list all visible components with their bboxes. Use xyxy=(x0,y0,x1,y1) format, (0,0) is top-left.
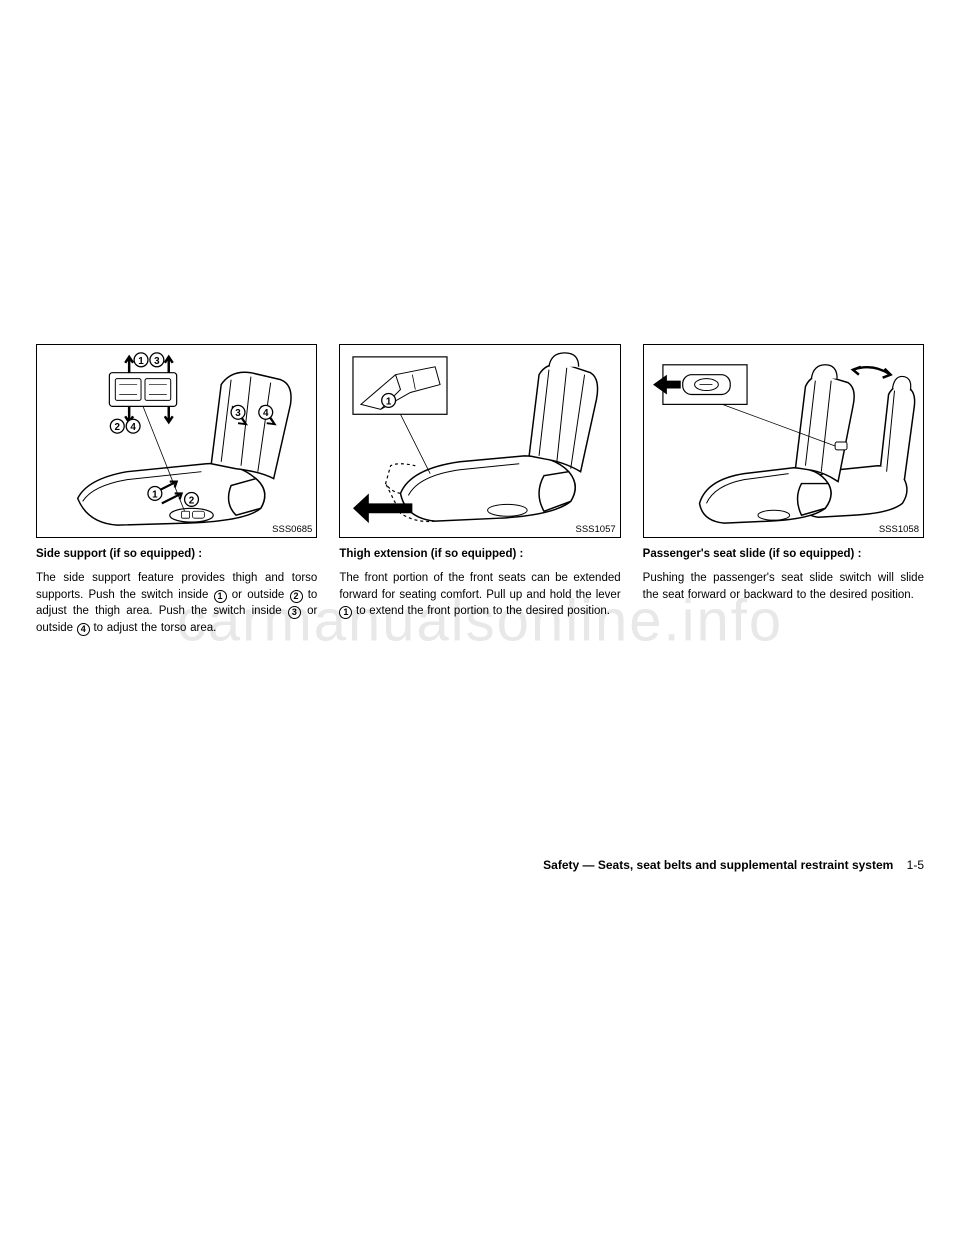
svg-text:2: 2 xyxy=(115,422,121,433)
column-1: 1 3 2 4 1 2 3 4 SSS0685 Side support (if… xyxy=(36,344,317,637)
figure-id-1: SSS0685 xyxy=(272,524,312,535)
circled-number: 3 xyxy=(288,606,301,619)
circled-number: 1 xyxy=(214,590,227,603)
seat-diagram-icon xyxy=(644,345,923,537)
circled-number: 1 xyxy=(339,606,352,619)
heading-3: Passenger's seat slide (if so equipped) … xyxy=(643,548,924,560)
figure-seat-slide: SSS1058 xyxy=(643,344,924,538)
svg-text:4: 4 xyxy=(263,408,269,419)
circled-number: 2 xyxy=(290,590,303,603)
body-2: The front portion of the front seats can… xyxy=(339,570,620,620)
body-3: Pushing the passenger's seat slide switc… xyxy=(643,570,924,603)
svg-text:3: 3 xyxy=(235,408,241,419)
svg-text:4: 4 xyxy=(130,422,136,433)
figure-thigh-extension: 1 SSS1057 xyxy=(339,344,620,538)
footer-section: Safety — Seats, seat belts and supplemen… xyxy=(543,858,893,872)
svg-text:2: 2 xyxy=(189,495,195,506)
body-1: The side support feature provides thigh … xyxy=(36,570,317,637)
heading-2: Thigh extension (if so equipped) : xyxy=(339,548,620,560)
svg-text:1: 1 xyxy=(386,396,392,407)
content-row: 1 3 2 4 1 2 3 4 SSS0685 Side support (if… xyxy=(36,344,924,637)
footer-page: 1-5 xyxy=(907,858,924,872)
figure-id-3: SSS1058 xyxy=(879,524,919,535)
column-2: 1 SSS1057 Thigh extension (if so equippe… xyxy=(339,344,620,637)
figure-side-support: 1 3 2 4 1 2 3 4 SSS0685 xyxy=(36,344,317,538)
svg-text:1: 1 xyxy=(152,489,158,500)
figure-id-2: SSS1057 xyxy=(576,524,616,535)
seat-diagram-icon: 1 xyxy=(340,345,619,537)
page-footer: Safety — Seats, seat belts and supplemen… xyxy=(543,858,924,872)
circled-number: 4 xyxy=(77,623,90,636)
heading-1: Side support (if so equipped) : xyxy=(36,548,317,560)
svg-text:3: 3 xyxy=(154,356,160,367)
seat-diagram-icon: 1 3 2 4 1 2 3 4 xyxy=(37,345,316,537)
column-3: SSS1058 Passenger's seat slide (if so eq… xyxy=(643,344,924,637)
svg-text:1: 1 xyxy=(138,356,144,367)
